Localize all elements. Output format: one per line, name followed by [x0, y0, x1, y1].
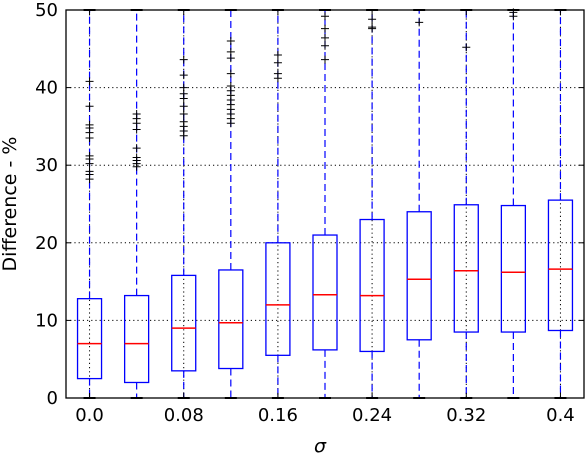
box-iqr — [265, 242, 291, 356]
box-iqr — [359, 218, 385, 353]
flier-point — [415, 18, 424, 27]
flier-point — [321, 55, 329, 64]
flier-point — [85, 151, 94, 160]
y-tick-label: 30 — [35, 155, 58, 176]
box-group — [76, 9, 103, 399]
x-tick-label: 0.0 — [75, 405, 104, 426]
y-tick-label: 0 — [47, 388, 58, 409]
box-group — [406, 9, 432, 399]
flier-point — [179, 55, 188, 64]
flier-point — [132, 153, 141, 162]
x-tick-label: 0.24 — [352, 405, 392, 426]
box-group — [453, 9, 479, 399]
box-group — [359, 9, 385, 399]
plot-frame — [65, 9, 585, 399]
flier-point — [85, 77, 94, 86]
flier-point — [226, 37, 235, 46]
box-iqr — [123, 294, 150, 384]
flier-point — [226, 69, 235, 78]
box-group — [500, 8, 527, 399]
box-group — [312, 9, 338, 399]
flier-point — [321, 24, 329, 33]
x-tick-label: 0.32 — [446, 405, 486, 426]
flier-point — [85, 120, 94, 129]
x-tick-label: 0.4 — [546, 405, 575, 426]
flier-point — [368, 23, 377, 32]
flier-point — [273, 58, 282, 67]
box-iqr — [312, 234, 338, 351]
flier-point — [321, 33, 329, 42]
box-iqr — [218, 269, 244, 370]
flier-point — [85, 102, 94, 111]
flier-point — [273, 51, 282, 60]
flier-point — [179, 117, 188, 126]
y-axis-label: Difference - % — [0, 137, 21, 272]
flier-point — [179, 83, 188, 92]
y-tick-label: 20 — [35, 233, 58, 254]
flier-point — [273, 69, 282, 78]
box-iqr — [76, 298, 103, 380]
box-iqr — [547, 199, 574, 332]
boxes — [76, 8, 574, 399]
axes: 0 10 20 30 40 50 0.0 0.08 0.16 0.24 0.32 0.4 — [35, 0, 585, 426]
flier-point — [85, 167, 94, 176]
box-group — [265, 9, 291, 399]
flier-point — [226, 82, 235, 91]
flier-point — [321, 41, 329, 50]
x-tick-label: 0.08 — [164, 405, 204, 426]
flier-point — [179, 102, 188, 111]
box-group — [123, 9, 150, 399]
x-axis-label: σ — [314, 435, 327, 454]
y-tick-label: 50 — [35, 0, 58, 21]
flier-point — [179, 109, 188, 118]
flier-point — [462, 43, 471, 52]
flier-point — [132, 109, 141, 118]
box-group — [171, 9, 197, 399]
flier-point — [132, 144, 141, 153]
box-iqr — [500, 204, 527, 333]
flier-point — [226, 47, 235, 56]
box-iqr — [453, 204, 479, 333]
flier-point — [179, 71, 188, 80]
y-tick-label: 10 — [35, 310, 58, 331]
flier-point — [321, 12, 329, 21]
y-tick-label: 40 — [35, 78, 58, 99]
flier-point — [368, 15, 377, 24]
box-iqr — [406, 211, 432, 341]
x-tick-label: 0.16 — [258, 405, 298, 426]
box-iqr — [171, 274, 197, 372]
box-group — [218, 9, 244, 399]
